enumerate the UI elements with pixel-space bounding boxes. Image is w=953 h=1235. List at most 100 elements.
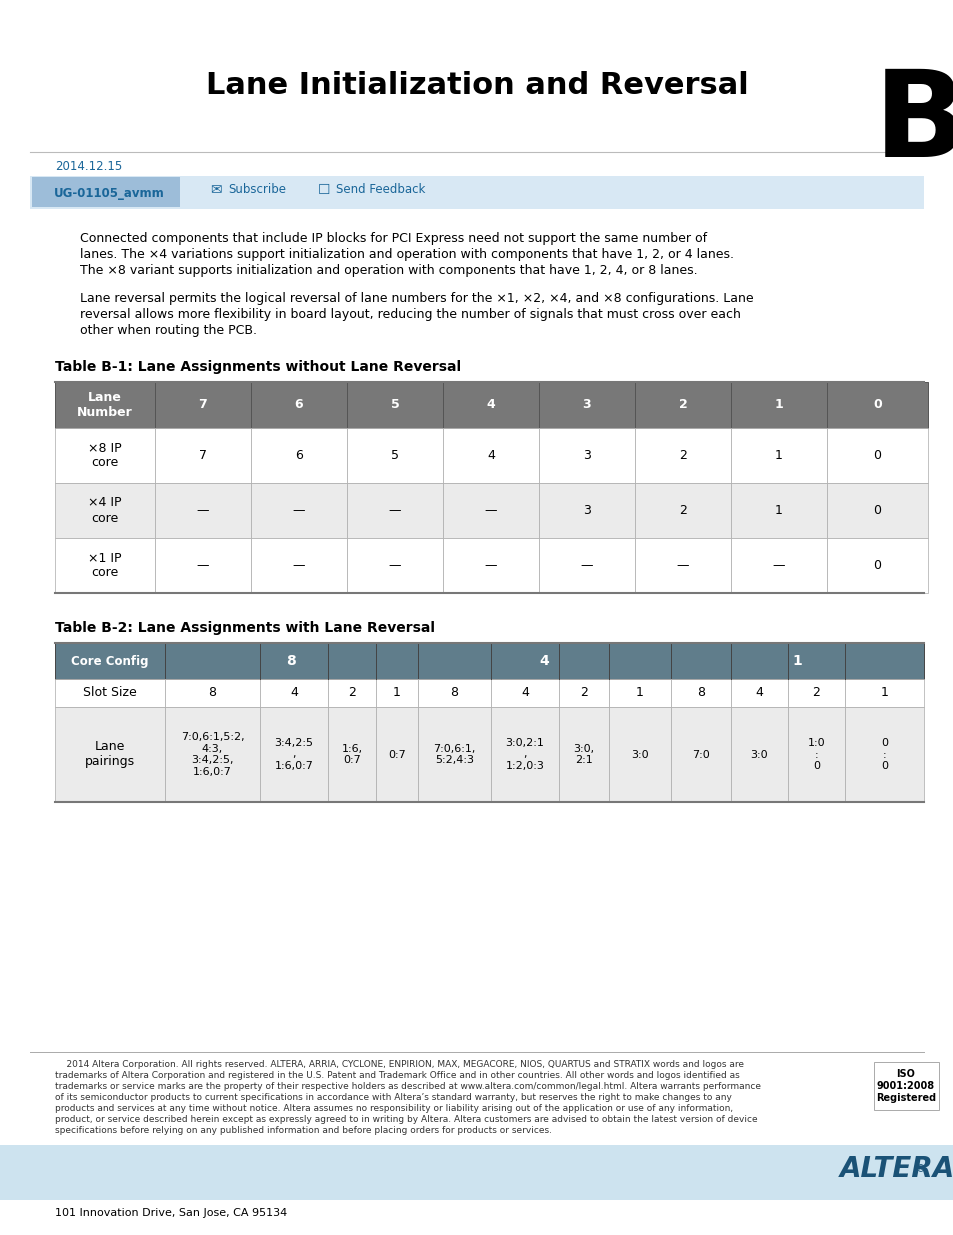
Text: —: — bbox=[484, 504, 497, 517]
Text: 1: 1 bbox=[774, 450, 782, 462]
Text: 8: 8 bbox=[209, 687, 216, 699]
Bar bbox=[55, 483, 154, 538]
Text: 2014.12.15: 2014.12.15 bbox=[55, 161, 122, 173]
Text: ☐: ☐ bbox=[317, 183, 330, 198]
Text: 8: 8 bbox=[286, 655, 296, 668]
Text: 3:0: 3:0 bbox=[750, 750, 767, 760]
Text: 8: 8 bbox=[450, 687, 458, 699]
Text: 4: 4 bbox=[487, 450, 495, 462]
Bar bbox=[154, 429, 251, 483]
Bar bbox=[347, 538, 442, 593]
Text: products and services at any time without notice. Altera assumes no responsibili: products and services at any time withou… bbox=[55, 1104, 732, 1113]
Text: 6: 6 bbox=[294, 450, 303, 462]
Text: 8: 8 bbox=[697, 687, 704, 699]
Bar bbox=[417, 643, 670, 679]
Bar bbox=[787, 706, 844, 802]
Bar bbox=[558, 706, 608, 802]
Text: The ×8 variant supports initialization and operation with components that have 1: The ×8 variant supports initialization a… bbox=[80, 264, 697, 277]
Bar bbox=[873, 1062, 938, 1110]
Text: —: — bbox=[772, 559, 784, 572]
Text: —: — bbox=[293, 504, 305, 517]
Text: UG-01105_avmm: UG-01105_avmm bbox=[54, 186, 165, 200]
Text: Subscribe: Subscribe bbox=[228, 183, 286, 196]
Text: 5: 5 bbox=[391, 450, 398, 462]
Text: 1: 1 bbox=[774, 504, 782, 517]
Text: 2: 2 bbox=[679, 504, 686, 517]
Text: 3:0,2:1
,
1:2,0:3: 3:0,2:1 , 1:2,0:3 bbox=[505, 737, 544, 771]
Bar bbox=[347, 483, 442, 538]
Bar bbox=[730, 679, 787, 706]
Text: Lane
Number: Lane Number bbox=[77, 391, 132, 419]
Bar bbox=[375, 706, 417, 802]
Text: Table B-1: Lane Assignments without Lane Reversal: Table B-1: Lane Assignments without Lane… bbox=[55, 359, 460, 374]
Bar bbox=[347, 429, 442, 483]
Text: 0: 0 bbox=[873, 450, 881, 462]
Bar bbox=[608, 679, 670, 706]
Text: 0: 0 bbox=[873, 504, 881, 517]
Bar bbox=[260, 706, 328, 802]
Bar bbox=[328, 679, 375, 706]
Bar bbox=[635, 429, 730, 483]
Text: 2: 2 bbox=[678, 399, 687, 411]
Bar bbox=[55, 538, 154, 593]
Bar bbox=[442, 483, 538, 538]
Bar bbox=[417, 706, 491, 802]
Text: 3: 3 bbox=[582, 399, 591, 411]
Text: 1:0
:
0: 1:0 : 0 bbox=[807, 737, 824, 771]
Bar bbox=[538, 429, 635, 483]
Text: Table B-2: Lane Assignments with Lane Reversal: Table B-2: Lane Assignments with Lane Re… bbox=[55, 621, 435, 635]
Text: 2: 2 bbox=[679, 450, 686, 462]
Bar bbox=[730, 382, 826, 429]
Text: ×1 IP
core: ×1 IP core bbox=[89, 552, 122, 579]
Bar bbox=[375, 679, 417, 706]
Bar bbox=[730, 538, 826, 593]
Bar bbox=[826, 538, 927, 593]
Bar bbox=[670, 706, 730, 802]
Bar bbox=[558, 679, 608, 706]
Bar bbox=[165, 679, 260, 706]
Bar bbox=[635, 483, 730, 538]
Text: ×8 IP
core: ×8 IP core bbox=[88, 441, 122, 469]
Text: lanes. The ×4 variations support initialization and operation with components th: lanes. The ×4 variations support initial… bbox=[80, 248, 733, 261]
Bar bbox=[55, 643, 165, 679]
Text: ×4 IP
core: ×4 IP core bbox=[89, 496, 122, 525]
Text: 0:7: 0:7 bbox=[388, 750, 405, 760]
Text: trademarks of Altera Corporation and registered in the U.S. Patent and Trademark: trademarks of Altera Corporation and reg… bbox=[55, 1071, 739, 1079]
Text: 5: 5 bbox=[390, 399, 399, 411]
Text: product, or service described herein except as expressly agreed to in writing by: product, or service described herein exc… bbox=[55, 1115, 757, 1124]
Text: Send Feedback: Send Feedback bbox=[335, 183, 425, 196]
Text: —: — bbox=[388, 559, 401, 572]
Text: Connected components that include IP blocks for PCI Express need not support the: Connected components that include IP blo… bbox=[80, 232, 706, 245]
Text: trademarks or service marks are the property of their respective holders as desc: trademarks or service marks are the prop… bbox=[55, 1082, 760, 1091]
Bar bbox=[347, 382, 442, 429]
Bar bbox=[442, 429, 538, 483]
Text: reversal allows more flexibility in board layout, reducing the number of signals: reversal allows more flexibility in boar… bbox=[80, 308, 740, 321]
Bar bbox=[844, 706, 923, 802]
Text: Core Config: Core Config bbox=[71, 655, 149, 667]
Text: 0: 0 bbox=[872, 399, 881, 411]
Text: 1: 1 bbox=[636, 687, 643, 699]
Text: 6: 6 bbox=[294, 399, 303, 411]
Text: Lane
pairings: Lane pairings bbox=[85, 741, 135, 768]
Bar bbox=[826, 382, 927, 429]
Bar bbox=[55, 429, 154, 483]
Text: —: — bbox=[676, 559, 688, 572]
Bar bbox=[251, 483, 347, 538]
Text: Lane reversal permits the logical reversal of lane numbers for the ×1, ×2, ×4, a: Lane reversal permits the logical revers… bbox=[80, 291, 753, 305]
Bar bbox=[670, 679, 730, 706]
Text: 3: 3 bbox=[582, 450, 590, 462]
Bar bbox=[251, 538, 347, 593]
Bar bbox=[30, 177, 923, 209]
Bar bbox=[491, 679, 558, 706]
Text: 0
:
0: 0 : 0 bbox=[880, 737, 887, 771]
Text: 2: 2 bbox=[812, 687, 820, 699]
Bar bbox=[826, 483, 927, 538]
Bar bbox=[670, 643, 923, 679]
Bar bbox=[55, 382, 154, 429]
Text: 3:4,2:5
,
1:6,0:7: 3:4,2:5 , 1:6,0:7 bbox=[274, 737, 314, 771]
Bar bbox=[165, 643, 417, 679]
Text: —: — bbox=[196, 504, 209, 517]
Bar bbox=[417, 679, 491, 706]
Text: 2: 2 bbox=[579, 687, 587, 699]
Text: —: — bbox=[388, 504, 401, 517]
